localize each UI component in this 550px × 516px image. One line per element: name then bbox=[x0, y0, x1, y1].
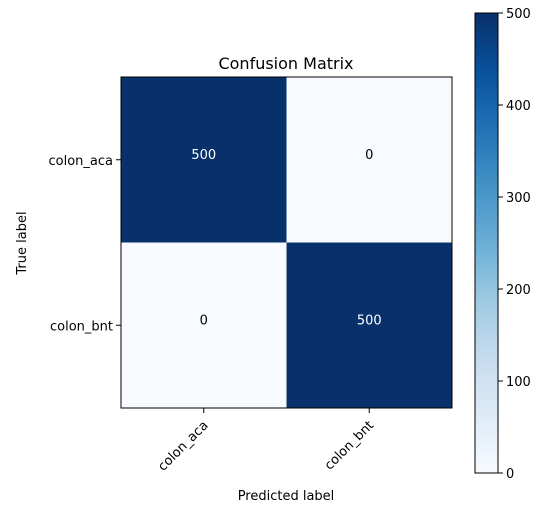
x-tick-label: colon_aca bbox=[155, 418, 211, 474]
matrix-cell bbox=[286, 242, 452, 408]
colorbar-ticks: 0 100 200 300 400 500 bbox=[498, 7, 531, 482]
x-axis-ticks: colon_aca colon_bnt bbox=[155, 408, 377, 474]
colorbar-tick-label: 0 bbox=[506, 467, 514, 482]
cell-value-label: 0 bbox=[200, 313, 208, 328]
y-axis-ticks: colon_aca colon_bnt bbox=[49, 154, 121, 334]
y-tick-label: colon_bnt bbox=[50, 319, 113, 334]
colorbar bbox=[474, 12, 499, 474]
y-axis-label: True label bbox=[15, 211, 30, 275]
matrix-cell-labels: 500 0 0 500 bbox=[191, 148, 381, 329]
colorbar-tick-label: 200 bbox=[506, 283, 531, 298]
colorbar-tick-label: 500 bbox=[506, 7, 531, 22]
cell-value-label: 500 bbox=[191, 148, 216, 163]
cell-value-label: 0 bbox=[365, 148, 373, 163]
matrix-cell bbox=[121, 242, 287, 408]
plot-frame bbox=[120, 76, 453, 409]
x-axis-label: Predicted label bbox=[238, 489, 335, 504]
cell-value-label: 500 bbox=[357, 313, 382, 328]
matrix-cell bbox=[286, 77, 452, 243]
chart-title: Confusion Matrix bbox=[218, 54, 353, 73]
y-tick-label: colon_aca bbox=[49, 154, 114, 169]
matrix-cell bbox=[121, 77, 287, 243]
colorbar-tick-label: 300 bbox=[506, 191, 531, 206]
colorbar-tick-label: 400 bbox=[506, 99, 531, 114]
colorbar-tick-label: 100 bbox=[506, 375, 531, 390]
x-tick-label: colon_bnt bbox=[322, 418, 377, 473]
matrix-cells bbox=[121, 77, 452, 408]
